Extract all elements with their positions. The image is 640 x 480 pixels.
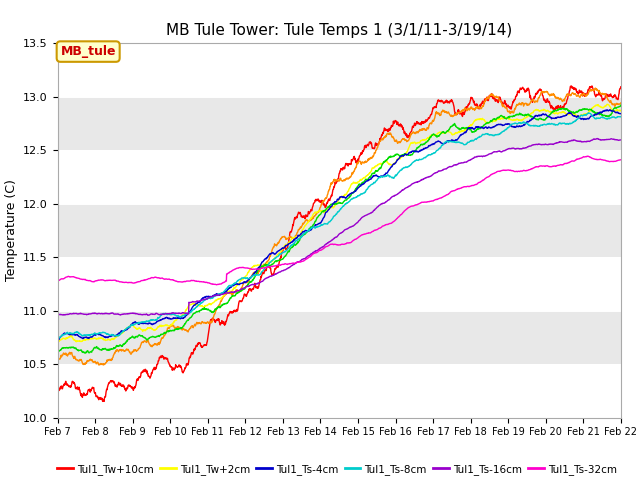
Tul1_Ts-32cm <box>83 277 90 283</box>
Tul1_Ts-8cm <box>600 115 608 121</box>
Bar <box>58 311 621 364</box>
Tul1_Ts-32cm <box>601 157 609 163</box>
Tul1_Tw+2cm <box>497 115 505 121</box>
Tul1_Tw+4cm <box>95 362 102 368</box>
Tul1_Ts-4cm <box>600 108 608 114</box>
Tul1_Ts-16cm <box>145 312 153 318</box>
Tul1_Ts-32cm <box>497 168 505 174</box>
Tul1_Ts-32cm <box>584 153 592 159</box>
Tul1_Tw+10cm <box>328 193 335 199</box>
Tul1_Tw+10cm <box>54 390 61 396</box>
Tul1_Ts-4cm <box>497 121 505 127</box>
Tul1_Ts-16cm <box>313 248 321 253</box>
Tul1_Tw+4cm <box>54 358 61 364</box>
Tul1_Ts-8cm <box>83 332 90 338</box>
Tul1_Ts-16cm <box>617 137 625 143</box>
Tul1_Ts-2cm <box>601 112 609 118</box>
Tul1_Tw+4cm <box>601 91 609 97</box>
Tul1_Tw+4cm <box>591 85 599 91</box>
Tul1_Tw+4cm <box>497 99 505 105</box>
Line: Tul1_Ts-2cm: Tul1_Ts-2cm <box>58 105 621 353</box>
Tul1_Tw+10cm <box>601 95 609 101</box>
Tul1_Tw+10cm <box>601 96 609 102</box>
Line: Tul1_Ts-16cm: Tul1_Ts-16cm <box>58 139 621 315</box>
Tul1_Ts-4cm <box>83 334 90 340</box>
Tul1_Ts-2cm <box>54 350 61 356</box>
Tul1_Ts-8cm <box>617 114 625 120</box>
Bar <box>58 204 621 257</box>
Tul1_Tw+2cm <box>617 108 625 114</box>
Y-axis label: Temperature (C): Temperature (C) <box>4 180 17 281</box>
Bar <box>58 150 621 204</box>
Line: Tul1_Tw+4cm: Tul1_Tw+4cm <box>58 88 621 365</box>
Tul1_Tw+2cm <box>601 103 609 109</box>
Tul1_Ts-16cm <box>593 136 601 142</box>
Tul1_Ts-2cm <box>328 202 335 208</box>
Tul1_Ts-2cm <box>83 349 90 355</box>
Tul1_Ts-32cm <box>617 157 625 163</box>
Title: MB Tule Tower: Tule Temps 1 (3/1/11-3/19/14): MB Tule Tower: Tule Temps 1 (3/1/11-3/19… <box>166 23 513 38</box>
Tul1_Tw+4cm <box>328 181 335 187</box>
Line: Tul1_Ts-8cm: Tul1_Ts-8cm <box>58 113 621 339</box>
Legend: Tul1_Tw+10cm, Tul1_Tw+4cm, Tul1_Tw+2cm, Tul1_Ts-2cm, Tul1_Ts-4cm, Tul1_Ts-8cm, T: Tul1_Tw+10cm, Tul1_Tw+4cm, Tul1_Tw+2cm, … <box>57 464 617 480</box>
Text: MB_tule: MB_tule <box>60 45 116 58</box>
Bar <box>58 96 621 150</box>
Tul1_Tw+2cm <box>54 340 61 346</box>
Tul1_Tw+2cm <box>328 204 335 210</box>
Bar <box>58 364 621 418</box>
Tul1_Tw+10cm <box>497 99 505 105</box>
Tul1_Ts-4cm <box>313 222 321 228</box>
Tul1_Ts-8cm <box>313 224 321 230</box>
Tul1_Ts-32cm <box>212 282 220 288</box>
Tul1_Ts-8cm <box>54 336 61 342</box>
Tul1_Ts-8cm <box>328 217 335 223</box>
Line: Tul1_Tw+2cm: Tul1_Tw+2cm <box>58 104 621 343</box>
Tul1_Tw+10cm <box>617 84 625 90</box>
Tul1_Ts-8cm <box>497 130 505 136</box>
Tul1_Tw+2cm <box>603 101 611 107</box>
Tul1_Ts-32cm <box>601 157 609 163</box>
Tul1_Ts-2cm <box>313 216 321 221</box>
Tul1_Tw+2cm <box>600 104 608 109</box>
Tul1_Ts-4cm <box>617 111 625 117</box>
Tul1_Tw+10cm <box>588 83 596 89</box>
Tul1_Ts-16cm <box>601 137 609 143</box>
Tul1_Ts-2cm <box>600 113 608 119</box>
Tul1_Tw+4cm <box>617 100 625 106</box>
Bar <box>58 257 621 311</box>
Bar <box>58 43 621 96</box>
Tul1_Tw+4cm <box>601 91 609 96</box>
Tul1_Ts-2cm <box>617 102 625 108</box>
Tul1_Tw+10cm <box>83 392 90 398</box>
Tul1_Tw+2cm <box>313 209 321 215</box>
Tul1_Ts-2cm <box>82 350 90 356</box>
Tul1_Ts-8cm <box>585 110 593 116</box>
Tul1_Tw+4cm <box>313 211 321 216</box>
Tul1_Ts-16cm <box>497 149 505 155</box>
Tul1_Ts-32cm <box>313 250 321 255</box>
Tul1_Tw+2cm <box>83 336 90 342</box>
Line: Tul1_Ts-32cm: Tul1_Ts-32cm <box>58 156 621 285</box>
Tul1_Ts-4cm <box>328 204 335 210</box>
Tul1_Ts-16cm <box>83 312 90 317</box>
Tul1_Ts-2cm <box>497 112 505 118</box>
Tul1_Ts-32cm <box>54 278 61 284</box>
Line: Tul1_Ts-4cm: Tul1_Ts-4cm <box>58 110 621 340</box>
Line: Tul1_Tw+10cm: Tul1_Tw+10cm <box>58 86 621 401</box>
Tul1_Tw+10cm <box>313 198 321 204</box>
Tul1_Ts-4cm <box>54 337 61 343</box>
Tul1_Ts-16cm <box>54 312 61 317</box>
Tul1_Tw+2cm <box>54 340 61 346</box>
Tul1_Ts-32cm <box>328 241 335 247</box>
Tul1_Ts-4cm <box>600 108 608 113</box>
Tul1_Tw+4cm <box>83 360 90 366</box>
Tul1_Ts-8cm <box>601 115 609 121</box>
Tul1_Ts-4cm <box>607 107 614 113</box>
Tul1_Ts-16cm <box>328 238 335 243</box>
Tul1_Tw+10cm <box>99 398 106 404</box>
Tul1_Ts-16cm <box>601 137 609 143</box>
